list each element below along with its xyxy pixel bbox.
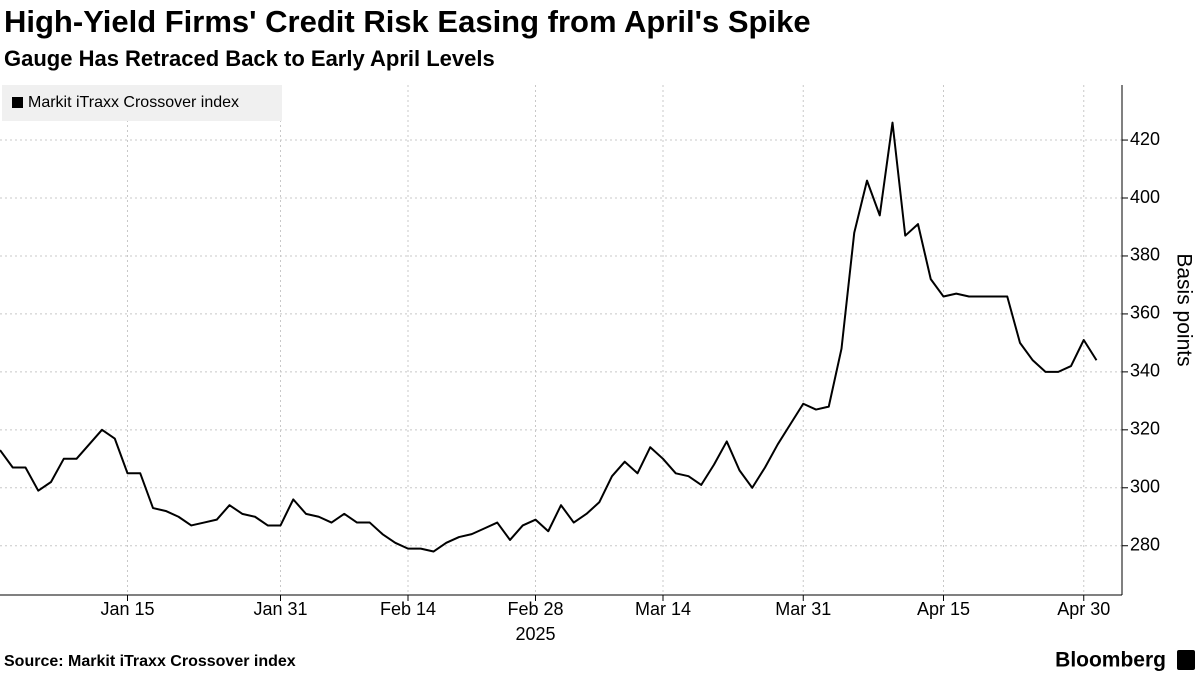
y-tick-label: 280 xyxy=(1130,534,1160,554)
x-tick-label: Feb 14 xyxy=(380,599,436,619)
chart-title: High-Yield Firms' Credit Risk Easing fro… xyxy=(4,4,811,39)
x-tick-label: Jan 15 xyxy=(100,599,154,619)
x-tick-label: Jan 31 xyxy=(253,599,307,619)
x-tick-label: Apr 30 xyxy=(1057,599,1110,619)
brand-icon xyxy=(1177,650,1195,670)
x-tick-label: Feb 28 xyxy=(507,599,563,619)
x-tick-label: Mar 31 xyxy=(775,599,831,619)
legend-swatch xyxy=(12,97,23,108)
y-tick-label: 340 xyxy=(1130,361,1160,381)
y-axis-label: Basis points xyxy=(1172,253,1195,366)
legend-label: Markit iTraxx Crossover index xyxy=(28,94,239,111)
legend-box xyxy=(2,85,282,121)
x-tick-label: Apr 15 xyxy=(917,599,970,619)
y-tick-label: 300 xyxy=(1130,477,1160,497)
line xyxy=(0,121,1098,553)
x-tick-label: Mar 14 xyxy=(635,599,691,619)
y-tick-label: 400 xyxy=(1130,187,1160,207)
chart-subtitle: Gauge Has Retraced Back to Early April L… xyxy=(4,46,495,71)
y-tick-label: 360 xyxy=(1130,303,1160,323)
y-tick-label: 380 xyxy=(1130,245,1160,265)
x-sublabel: 2025 xyxy=(515,624,555,644)
y-tick-label: 320 xyxy=(1130,419,1160,439)
source: Source: Markit iTraxx Crossover index xyxy=(4,653,296,670)
y-tick-label: 420 xyxy=(1130,129,1160,149)
brand: Bloomberg xyxy=(1055,649,1166,672)
